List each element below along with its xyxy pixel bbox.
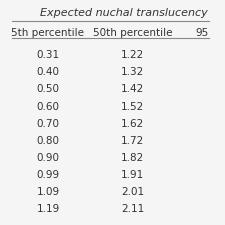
Text: 1.72: 1.72	[121, 136, 144, 146]
Text: 1.19: 1.19	[36, 204, 60, 214]
Text: 50th percentile: 50th percentile	[93, 28, 172, 38]
Text: 1.32: 1.32	[121, 68, 144, 77]
Text: 0.40: 0.40	[36, 68, 59, 77]
Text: 1.82: 1.82	[121, 153, 144, 163]
Text: 0.60: 0.60	[36, 102, 59, 112]
Text: 5th percentile: 5th percentile	[11, 28, 84, 38]
Text: 2.11: 2.11	[121, 204, 144, 214]
Text: 0.80: 0.80	[36, 136, 59, 146]
Text: 2.01: 2.01	[121, 187, 144, 197]
Text: 1.09: 1.09	[36, 187, 59, 197]
Text: 0.70: 0.70	[36, 119, 59, 129]
Text: 0.31: 0.31	[36, 50, 59, 60]
Text: 1.42: 1.42	[121, 85, 144, 94]
Text: Expected nuchal translucency: Expected nuchal translucency	[40, 8, 208, 18]
Text: 1.62: 1.62	[121, 119, 144, 129]
Text: 1.91: 1.91	[121, 170, 144, 180]
Text: 0.90: 0.90	[36, 153, 59, 163]
Text: 1.52: 1.52	[121, 102, 144, 112]
Text: 1.22: 1.22	[121, 50, 144, 60]
Text: 0.50: 0.50	[36, 85, 59, 94]
Text: 0.99: 0.99	[36, 170, 59, 180]
Text: 95: 95	[196, 28, 209, 38]
